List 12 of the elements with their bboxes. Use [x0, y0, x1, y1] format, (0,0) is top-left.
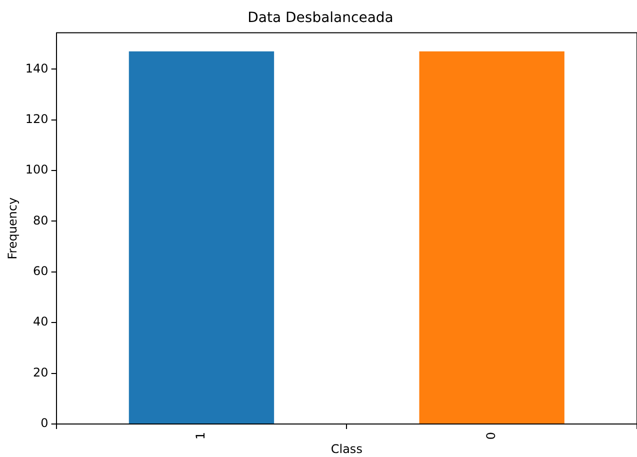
y-tick-label: 120 — [25, 112, 48, 126]
y-tick-label: 100 — [25, 162, 48, 177]
y-tick-label: 60 — [33, 264, 48, 278]
y-axis-title: Frequency — [5, 197, 20, 260]
x-axis-title: Class — [330, 442, 362, 456]
x-tick-label: 1 — [194, 432, 208, 440]
y-tick-label: 20 — [33, 365, 48, 380]
chart-title: Data Desbalanceada — [248, 10, 394, 26]
y-tick-label: 140 — [25, 61, 48, 76]
y-tick-label: 40 — [33, 314, 48, 329]
y-tick-label: 0 — [40, 416, 48, 430]
y-tick-label: 80 — [33, 213, 48, 228]
